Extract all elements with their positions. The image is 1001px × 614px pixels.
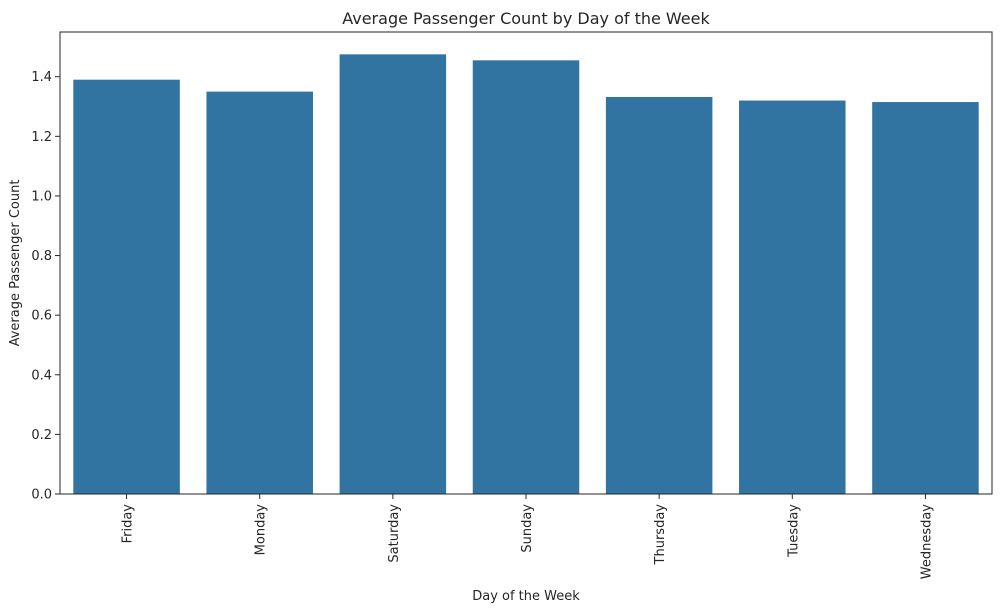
x-tick-label: Thursday [653, 504, 668, 566]
bar-wednesday [872, 102, 979, 494]
bar-thursday [606, 97, 713, 494]
bar-monday [206, 92, 313, 494]
bar-sunday [473, 60, 580, 494]
x-tick-label: Sunday [520, 504, 535, 553]
x-axis-label: Day of the Week [472, 589, 580, 604]
y-tick-label: 1.0 [31, 189, 52, 204]
y-axis-label: Average Passenger Count [8, 180, 23, 347]
x-tick-label: Tuesday [786, 504, 801, 558]
y-tick-label: 0.6 [31, 309, 52, 324]
x-tick-label: Friday [121, 504, 136, 544]
y-tick-label: 1.4 [31, 70, 52, 85]
x-tick-label: Monday [254, 504, 269, 556]
bar-saturday [340, 54, 447, 494]
bar-friday [73, 80, 180, 494]
y-tick-label: 0.8 [31, 249, 52, 264]
y-tick-label: 0.0 [31, 488, 52, 503]
chart-title: Average Passenger Count by Day of the We… [342, 9, 710, 28]
y-tick-label: 0.2 [31, 428, 52, 443]
y-tick-label: 1.2 [31, 130, 52, 145]
x-tick-label: Saturday [387, 504, 402, 563]
y-tick-label: 0.4 [31, 368, 52, 383]
bars-layer [73, 54, 978, 494]
bar-tuesday [739, 101, 846, 494]
x-tick-label: Wednesday [919, 504, 934, 580]
